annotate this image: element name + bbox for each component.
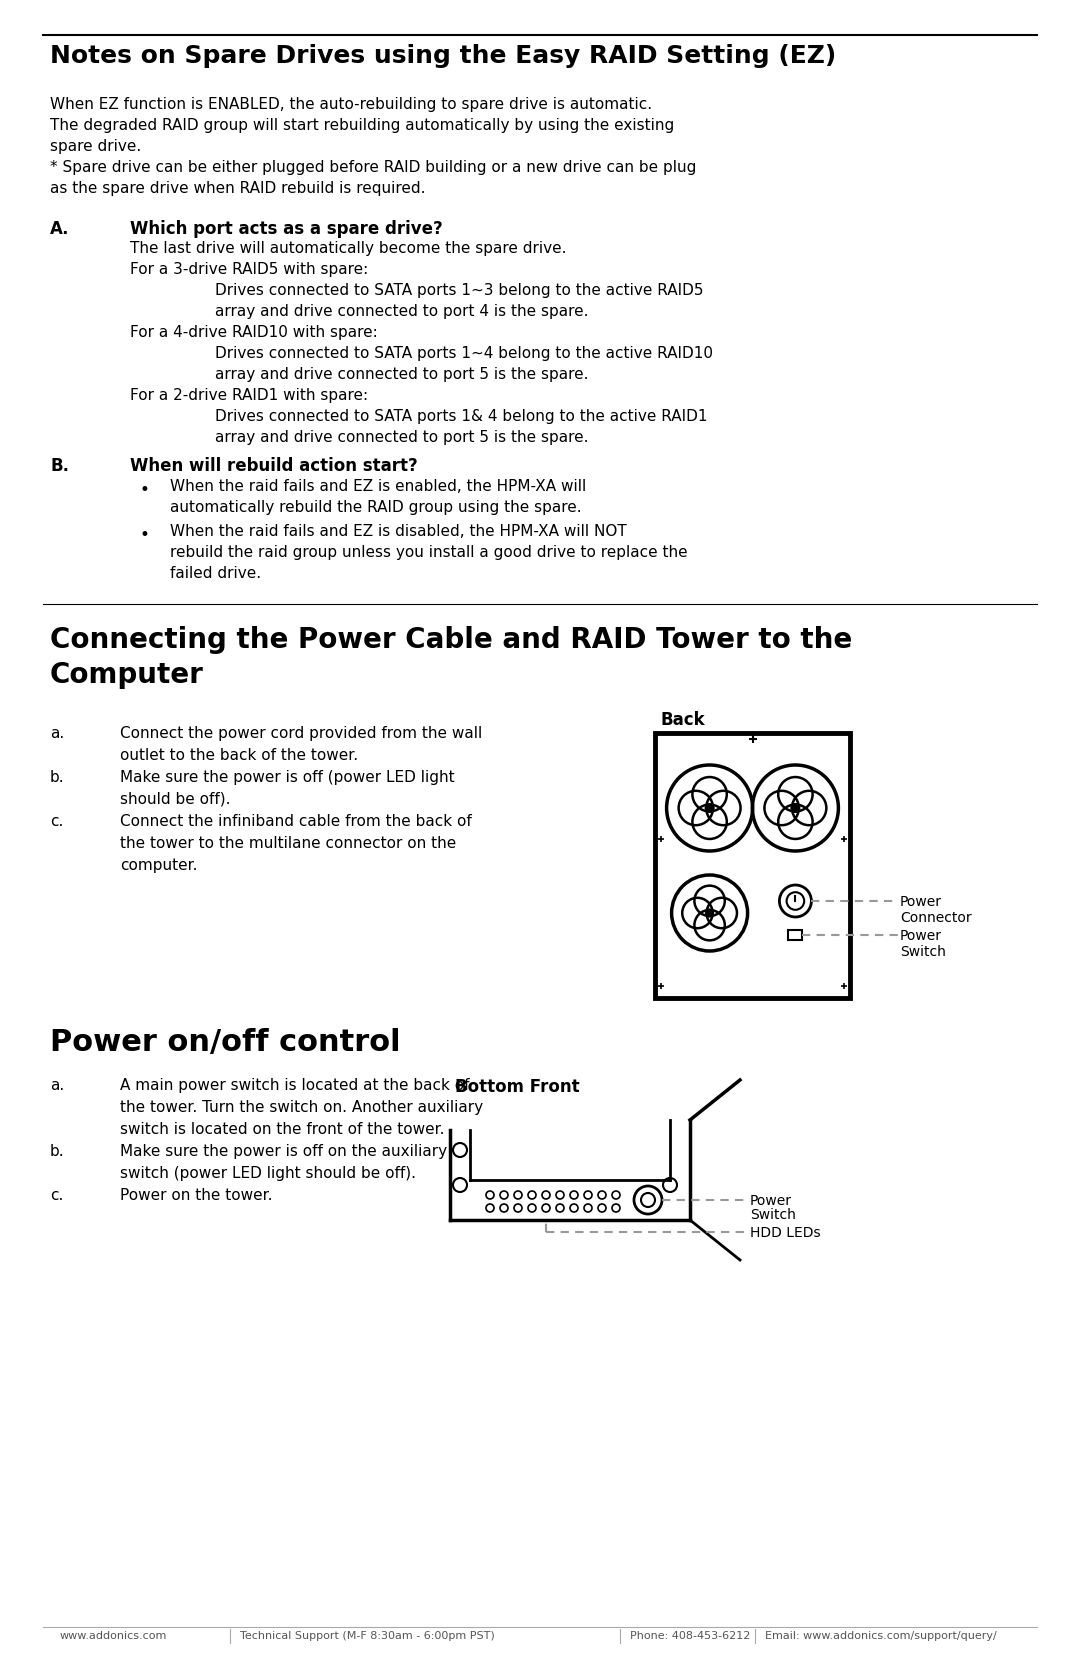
Text: Power: Power (750, 1193, 792, 1208)
Text: HDD LEDs: HDD LEDs (750, 1227, 821, 1240)
Text: spare drive.: spare drive. (50, 139, 141, 154)
Text: When the raid fails and EZ is disabled, the HPM-XA will NOT: When the raid fails and EZ is disabled, … (170, 524, 626, 539)
Text: Computer: Computer (50, 661, 204, 689)
Text: When EZ function is ENABLED, the auto-rebuilding to spare drive is automatic.: When EZ function is ENABLED, the auto-re… (50, 97, 652, 112)
Text: Power on the tower.: Power on the tower. (120, 1188, 272, 1203)
Text: A main power switch is located at the back of: A main power switch is located at the ba… (120, 1078, 470, 1093)
Text: B.: B. (50, 457, 69, 476)
Circle shape (791, 804, 799, 813)
Text: as the spare drive when RAID rebuild is required.: as the spare drive when RAID rebuild is … (50, 180, 426, 195)
Circle shape (706, 910, 714, 916)
Text: a.: a. (50, 726, 64, 741)
Text: For a 3-drive RAID5 with spare:: For a 3-drive RAID5 with spare: (130, 262, 368, 277)
Text: www.addonics.com: www.addonics.com (60, 1631, 167, 1641)
Text: Connecting the Power Cable and RAID Tower to the: Connecting the Power Cable and RAID Towe… (50, 626, 852, 654)
Text: rebuild the raid group unless you install a good drive to replace the: rebuild the raid group unless you instal… (170, 546, 688, 561)
Text: automatically rebuild the RAID group using the spare.: automatically rebuild the RAID group usi… (170, 501, 582, 516)
Text: Email: www.addonics.com/support/query/: Email: www.addonics.com/support/query/ (765, 1631, 997, 1641)
Text: Drives connected to SATA ports 1~4 belong to the active RAID10: Drives connected to SATA ports 1~4 belon… (215, 345, 713, 361)
Text: switch (power LED light should be off).: switch (power LED light should be off). (120, 1167, 416, 1182)
Text: When the raid fails and EZ is enabled, the HPM-XA will: When the raid fails and EZ is enabled, t… (170, 479, 586, 494)
Text: •: • (140, 481, 150, 499)
Text: outlet to the back of the tower.: outlet to the back of the tower. (120, 748, 359, 763)
Text: switch is located on the front of the tower.: switch is located on the front of the to… (120, 1122, 445, 1137)
Text: Bottom Front: Bottom Front (455, 1078, 580, 1097)
Text: A.: A. (50, 220, 69, 239)
Text: Power: Power (900, 930, 942, 943)
Text: When will rebuild action start?: When will rebuild action start? (130, 457, 418, 476)
Text: Connector: Connector (900, 911, 972, 925)
Text: Connect the power cord provided from the wall: Connect the power cord provided from the… (120, 726, 483, 741)
Text: Technical Support (M-F 8:30am - 6:00pm PST): Technical Support (M-F 8:30am - 6:00pm P… (240, 1631, 495, 1641)
Text: b.: b. (50, 769, 65, 784)
Text: Switch: Switch (900, 945, 946, 960)
Text: Switch: Switch (750, 1208, 796, 1222)
Text: should be off).: should be off). (120, 793, 230, 808)
Circle shape (705, 804, 714, 813)
Text: the tower to the multilane connector on the: the tower to the multilane connector on … (120, 836, 456, 851)
Text: * Spare drive can be either plugged before RAID building or a new drive can be p: * Spare drive can be either plugged befo… (50, 160, 697, 175)
Text: array and drive connected to port 5 is the spare.: array and drive connected to port 5 is t… (215, 431, 589, 446)
Text: Power: Power (900, 895, 942, 910)
Bar (788, 930, 802, 940)
Text: For a 2-drive RAID1 with spare:: For a 2-drive RAID1 with spare: (130, 387, 368, 402)
Text: b.: b. (50, 1143, 65, 1158)
Text: Make sure the power is off (power LED light: Make sure the power is off (power LED li… (120, 769, 455, 784)
Text: Notes on Spare Drives using the Easy RAID Setting (EZ): Notes on Spare Drives using the Easy RAI… (50, 43, 836, 68)
Text: Make sure the power is off on the auxiliary: Make sure the power is off on the auxili… (120, 1143, 447, 1158)
Text: Drives connected to SATA ports 1& 4 belong to the active RAID1: Drives connected to SATA ports 1& 4 belo… (215, 409, 707, 424)
Text: Power on/off control: Power on/off control (50, 1028, 401, 1056)
Bar (654, 733, 850, 998)
Text: •: • (140, 526, 150, 544)
Text: Which port acts as a spare drive?: Which port acts as a spare drive? (130, 220, 443, 239)
Text: a.: a. (50, 1078, 64, 1093)
Text: c.: c. (50, 1188, 64, 1203)
Text: The degraded RAID group will start rebuilding automatically by using the existin: The degraded RAID group will start rebui… (50, 118, 674, 134)
Text: Connect the infiniband cable from the back of: Connect the infiniband cable from the ba… (120, 814, 472, 829)
Text: Back: Back (660, 711, 704, 729)
Text: Drives connected to SATA ports 1~3 belong to the active RAID5: Drives connected to SATA ports 1~3 belon… (215, 284, 703, 299)
Text: Phone: 408-453-6212: Phone: 408-453-6212 (630, 1631, 751, 1641)
Text: c.: c. (50, 814, 64, 829)
Text: The last drive will automatically become the spare drive.: The last drive will automatically become… (130, 240, 567, 255)
Text: array and drive connected to port 4 is the spare.: array and drive connected to port 4 is t… (215, 304, 589, 319)
Text: For a 4-drive RAID10 with spare:: For a 4-drive RAID10 with spare: (130, 325, 378, 340)
Text: computer.: computer. (120, 858, 198, 873)
Text: failed drive.: failed drive. (170, 566, 261, 581)
Text: array and drive connected to port 5 is the spare.: array and drive connected to port 5 is t… (215, 367, 589, 382)
Text: the tower. Turn the switch on. Another auxiliary: the tower. Turn the switch on. Another a… (120, 1100, 483, 1115)
